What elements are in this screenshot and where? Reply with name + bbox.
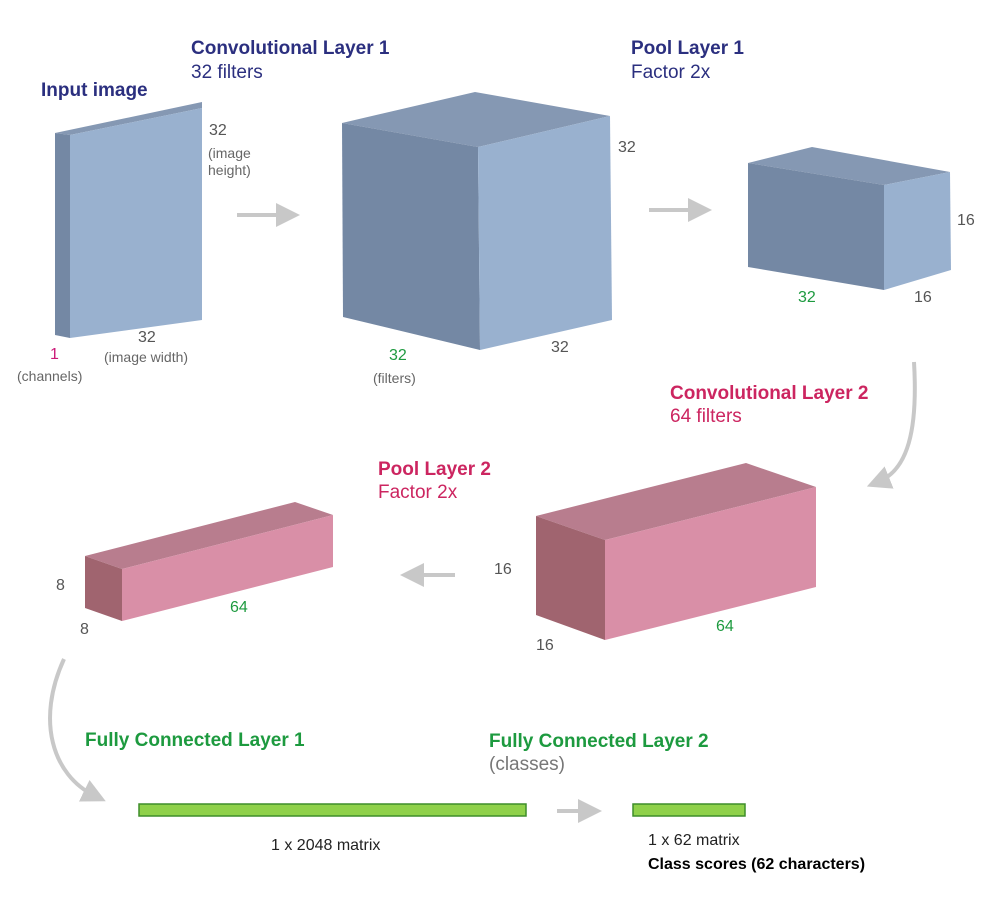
conv2-subtitle: 64 filters: [670, 406, 742, 427]
pool2-width-label: 8: [80, 621, 89, 638]
conv1-width-label: 32: [551, 339, 569, 356]
conv1-cube: [342, 92, 612, 350]
conv2-box: [536, 463, 816, 640]
conv2-height-label: 16: [494, 561, 512, 578]
fc1-title: Fully Connected Layer 1: [85, 730, 305, 751]
conv1-depth-note: (filters): [373, 370, 416, 386]
conv2-title: Convolutional Layer 2: [670, 383, 869, 404]
conv1-subtitle: 32 filters: [191, 62, 263, 83]
arrow-pool1-to-conv2: [866, 361, 917, 489]
pool1-height-label: 16: [957, 212, 975, 229]
fc1-bar: [138, 803, 527, 817]
fc2-subtitle: (classes): [489, 754, 566, 775]
pool2-depth-label: 64: [230, 599, 248, 616]
pool1-width-label: 16: [914, 289, 932, 306]
arrow-pool2-to-fc1: [48, 658, 106, 802]
fc2-scores-label: Class scores (62 characters): [648, 856, 866, 873]
fc1-matrix-label: 1 x 2048 matrix: [271, 837, 381, 854]
pool1-title: Pool Layer 1: [631, 38, 744, 59]
conv2-width-label: 16: [536, 637, 554, 654]
input-height-label: 32: [209, 122, 227, 139]
input-channels-label: 1: [50, 346, 59, 363]
input-channels-note: (channels): [17, 368, 83, 384]
pool2-box: [85, 502, 333, 621]
conv1-height-label: 32: [618, 139, 636, 156]
input-image-slab: [55, 102, 202, 338]
pool1-depth-label: 32: [798, 289, 816, 306]
input-height-note: (image height): [208, 145, 251, 178]
pool2-subtitle: Factor 2x: [378, 482, 458, 503]
input-width-note: (image width): [104, 349, 189, 365]
fc2-bar: [632, 803, 746, 817]
fc2-matrix-label: 1 x 62 matrix: [648, 832, 740, 849]
pool1-subtitle: Factor 2x: [631, 62, 711, 83]
fc2-title: Fully Connected Layer 2: [489, 731, 709, 752]
pool2-height-label: 8: [56, 577, 65, 594]
conv1-title: Convolutional Layer 1: [191, 38, 390, 59]
conv2-depth-label: 64: [716, 618, 734, 635]
pool2-title: Pool Layer 2: [378, 459, 491, 480]
input-width-label: 32: [138, 329, 156, 346]
pool1-box: [748, 147, 951, 290]
input-title: Input image: [41, 80, 148, 101]
conv1-depth-label: 32: [389, 347, 407, 364]
